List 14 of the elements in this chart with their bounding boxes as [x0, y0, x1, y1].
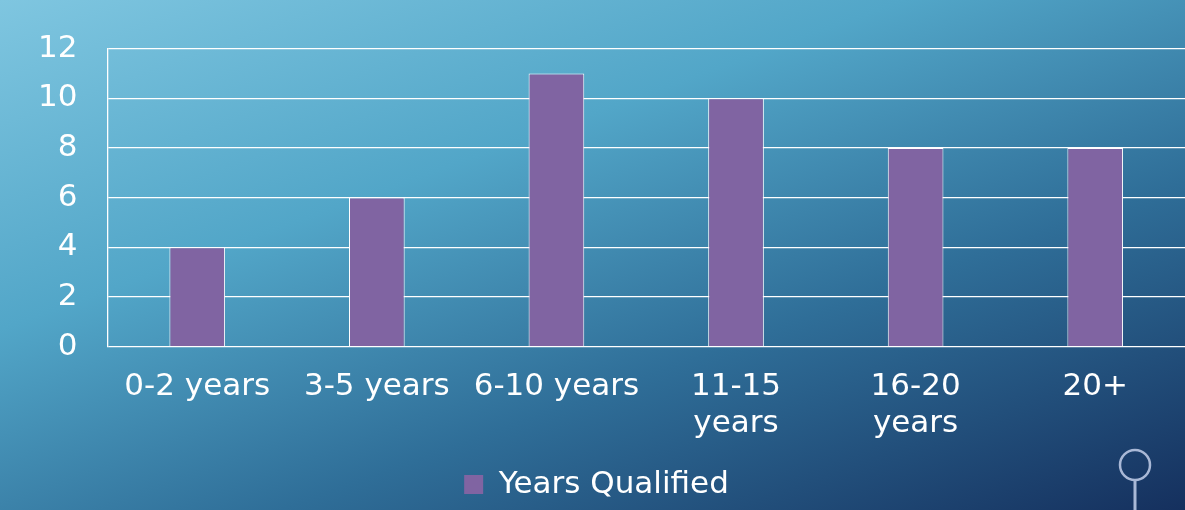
y-tick-label: 10	[37, 77, 78, 114]
y-tick-label: 2	[57, 275, 78, 312]
x-tick-label: 3-5 years	[303, 366, 450, 403]
x-tick-label: 0-2 years	[124, 366, 271, 403]
y-tick-label: 0	[57, 325, 78, 362]
y-tick-label: 6	[57, 176, 78, 213]
x-tick-label: 20+	[1062, 366, 1128, 403]
x-tick-label: 16-20 years	[870, 366, 961, 440]
y-tick-label: 4	[57, 226, 78, 263]
x-tick-label: 6-10 years	[473, 366, 640, 403]
x-tick-label: 11-15 years	[690, 366, 782, 440]
y-tick-label: 8	[57, 126, 78, 163]
legend-label: Years Qualified	[497, 463, 729, 500]
y-tick-label: 12	[37, 27, 78, 64]
